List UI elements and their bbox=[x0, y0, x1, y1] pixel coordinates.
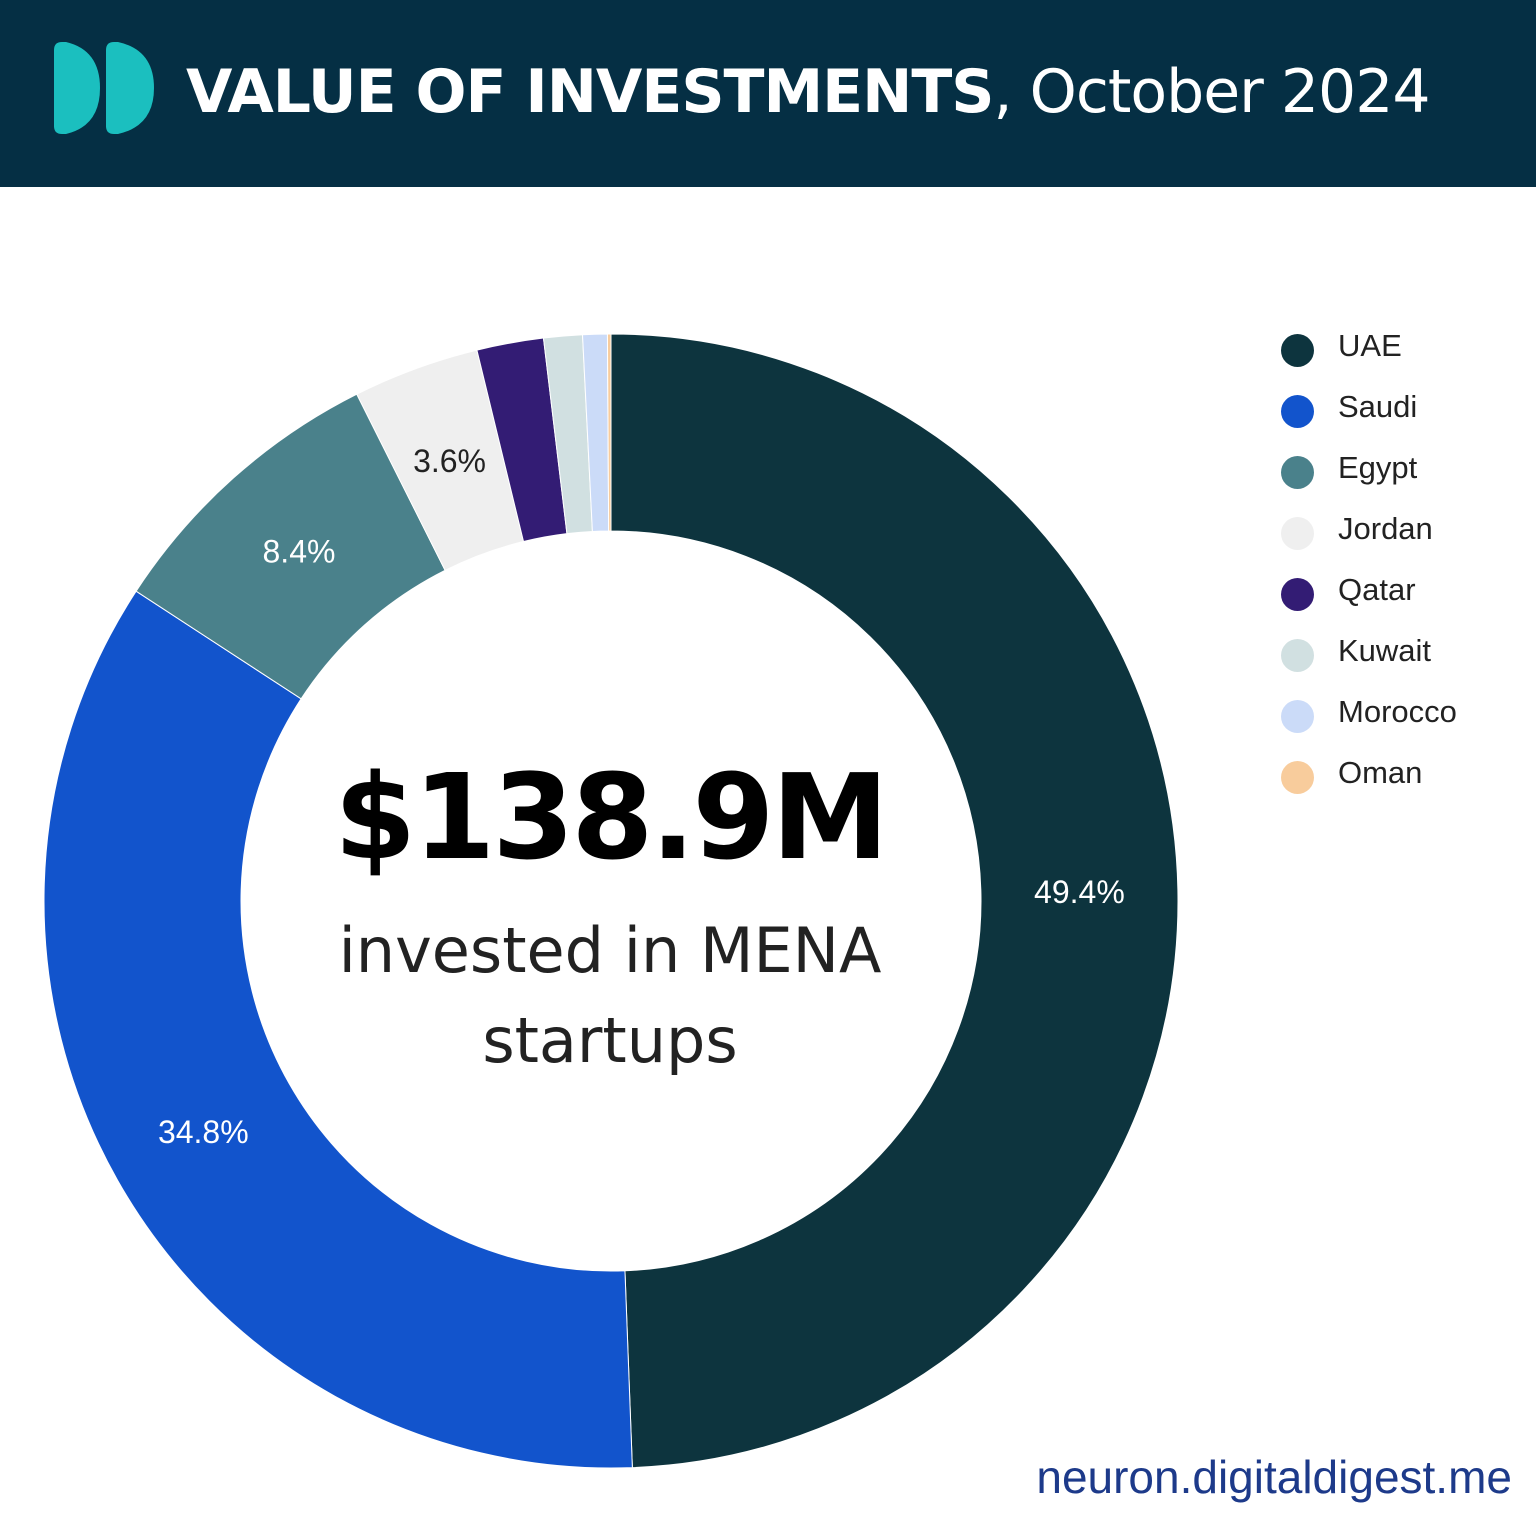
page-title: VALUE OF INVESTMENTS, October 2024 bbox=[186, 52, 1431, 132]
data-label-uae: 49.4% bbox=[1034, 874, 1125, 910]
data-label-egypt: 8.4% bbox=[263, 534, 336, 570]
legend-label: Oman bbox=[1338, 755, 1423, 790]
data-label-saudi: 34.8% bbox=[158, 1114, 249, 1150]
donut-chart: 49.4% 34.8% 8.4% 3.6% bbox=[43, 333, 1179, 1469]
legend-item-kuwait[interactable]: Kuwait bbox=[1281, 625, 1521, 686]
legend-swatch-icon bbox=[1281, 456, 1314, 489]
slice-saudi[interactable] bbox=[43, 590, 633, 1469]
data-label-jordan: 3.6% bbox=[413, 443, 486, 479]
logo-left-shape bbox=[54, 42, 100, 134]
total-investment-value: $138.9M bbox=[334, 748, 889, 886]
slice-uae[interactable] bbox=[610, 333, 1179, 1469]
legend-swatch-icon bbox=[1281, 700, 1314, 733]
legend-swatch-icon bbox=[1281, 639, 1314, 672]
legend-item-oman[interactable]: Oman bbox=[1281, 747, 1521, 808]
logo-right-shape bbox=[106, 42, 154, 134]
slice-oman[interactable] bbox=[606, 333, 612, 532]
caption-line-1: invested in MENA bbox=[338, 914, 882, 987]
caption-line-2: startups bbox=[482, 1004, 738, 1077]
legend-swatch-icon bbox=[1281, 395, 1314, 428]
legend-item-qatar[interactable]: Qatar bbox=[1281, 564, 1521, 625]
legend-label: UAE bbox=[1338, 328, 1402, 363]
header-bar: VALUE OF INVESTMENTS, October 2024 bbox=[0, 0, 1536, 187]
legend-label: Kuwait bbox=[1338, 633, 1432, 668]
legend-swatch-icon bbox=[1281, 517, 1314, 550]
total-investment-caption: invested in MENA startups bbox=[290, 906, 930, 1086]
legend-label: Jordan bbox=[1338, 511, 1433, 546]
legend-item-saudi[interactable]: Saudi bbox=[1281, 381, 1521, 442]
legend-label: Egypt bbox=[1338, 450, 1418, 485]
legend-swatch-icon bbox=[1281, 761, 1314, 794]
legend-swatch-icon bbox=[1281, 578, 1314, 611]
title-bold: VALUE OF INVESTMENTS bbox=[186, 57, 995, 127]
legend-item-morocco[interactable]: Morocco bbox=[1281, 686, 1521, 747]
chart-legend: UAE Saudi Egypt Jordan Qatar Kuwait Morocco Oma… bbox=[1281, 320, 1521, 808]
title-date: , October 2024 bbox=[993, 57, 1431, 127]
legend-label: Qatar bbox=[1338, 572, 1416, 607]
legend-label: Saudi bbox=[1338, 389, 1418, 424]
logo-icon bbox=[54, 42, 154, 134]
legend-label: Morocco bbox=[1338, 694, 1457, 729]
legend-item-egypt[interactable]: Egypt bbox=[1281, 442, 1521, 503]
legend-swatch-icon bbox=[1281, 334, 1314, 367]
legend-item-uae[interactable]: UAE bbox=[1281, 320, 1521, 381]
source-url[interactable]: neuron.digitaldigest.me bbox=[1036, 1451, 1512, 1503]
legend-item-jordan[interactable]: Jordan bbox=[1281, 503, 1521, 564]
